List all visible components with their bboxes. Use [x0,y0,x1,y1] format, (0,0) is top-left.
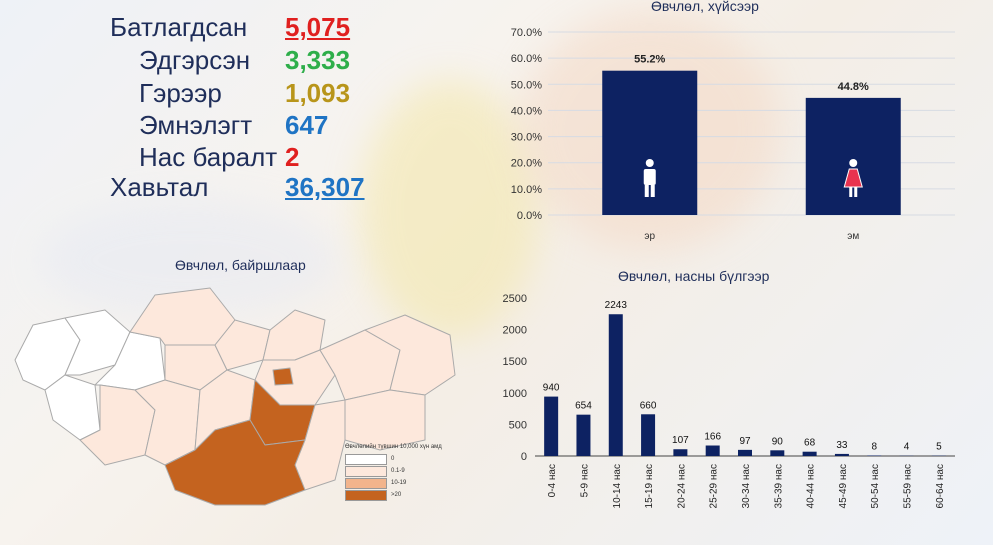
x-tick-label: 20-24 нас [676,464,687,508]
map-title: Өвчлөл, байршлаар [175,257,306,273]
bar [802,451,817,456]
map-legend-title: Өвчлөлийн түвшин 10,000 хүн амд [345,444,442,450]
data-label: 97 [739,436,751,447]
data-label: 107 [672,435,689,446]
y-tick-label: 60.0% [511,53,542,65]
data-label: 5 [936,442,942,453]
x-tick-label: 35-39 нас [773,464,784,508]
deaths-label: Нас баралт [139,142,278,172]
map-legend-item: 0.1-9 [345,465,465,477]
x-tick-label: 45-49 нас [838,464,849,508]
data-label: 90 [772,436,784,447]
data-label: 8 [871,441,877,452]
data-label: 68 [804,438,816,449]
age-chart: 0 500 1000 1500 2000 2500 940 0-4 нас 654 5-9 нас… [503,293,955,508]
x-tick-label: 0-4 нас [547,464,558,497]
y-tick-label: 20.0% [511,158,542,170]
y-tick-label: 500 [509,419,527,431]
x-tick-label: 55-59 нас [903,464,914,508]
y-tick-label: 1000 [503,388,527,400]
data-label: 654 [575,401,592,412]
data-label: 2243 [605,300,628,311]
male-icon [643,159,656,197]
vaccinated-label: Хавьтал [110,172,209,202]
map-region-dornod [364,314,456,396]
bar [834,453,849,456]
x-tick-label: 25-29 нас [709,464,720,508]
bar [770,450,785,456]
map-region-khovd [44,374,101,441]
bar [602,70,698,215]
map-legend: Өвчлөлийн түвшин 10,000 хүн амд 0 0.1-9 … [345,444,465,501]
bar [544,396,559,456]
confirmed-label: Батлагдсан [110,12,248,42]
hospital-value: 647 [285,110,329,140]
y-tick-label: 50.0% [511,79,542,91]
data-label: 33 [836,440,848,451]
y-tick-label: 10.0% [511,184,542,196]
map-legend-item: >20 [345,489,465,501]
female-icon [843,159,863,197]
confirmed-value: 5,075 [285,12,351,42]
bar [641,414,656,456]
bar [867,455,882,456]
background-blob [360,80,540,340]
x-tick-label: 40-44 нас [806,464,817,508]
data-label: 55.2% [634,54,665,66]
x-tick-label: эр [644,231,655,242]
y-tick-label: 1500 [503,356,527,368]
data-label: 660 [640,400,657,411]
y-tick-label: 2000 [503,325,527,337]
deaths-value: 2 [285,142,300,172]
map-region-ulaanbaatar [272,367,294,386]
bar [738,449,752,456]
vaccinated-value: 36,307 [285,172,365,202]
y-tick-label: 70.0% [511,27,542,39]
y-tick-label: 2500 [503,293,527,305]
map-region-sukhbaatar [344,389,426,451]
recovered-label: Эдгэрсэн [139,45,251,75]
data-label: 4 [904,442,910,453]
bar [805,97,901,215]
bar [705,445,720,456]
x-tick-label: 5-9 нас [579,464,590,497]
x-tick-label: 60-64 нас [935,464,946,508]
gender-chart: 0.0% 10.0% 20.0% 30.0% 40.0% 50.0% 60.0% 70.0% 5… [511,27,955,242]
y-tick-label: 30.0% [511,132,542,144]
map-legend-item: 0 [345,453,465,465]
data-label: 940 [543,383,560,394]
mongolia-map [14,287,456,506]
data-label: 44.8% [838,81,869,93]
home-label: Гэрээр [139,78,222,108]
data-label: 166 [704,432,721,443]
hospital-label: Эмнэлэгт [139,110,253,140]
recovered-value: 3,333 [285,45,351,75]
x-tick-label: 30-34 нас [741,464,752,508]
x-tick-label: 50-54 нас [870,464,881,508]
map-legend-item: 10-19 [345,477,465,489]
y-tick-label: 0 [521,451,527,463]
map-region-umnugovi [164,419,306,506]
y-tick-label: 0.0% [517,210,542,222]
bar [673,449,688,456]
home-value: 1,093 [285,78,351,108]
bar [608,314,623,456]
x-tick-label: эм [847,231,859,242]
y-tick-label: 40.0% [511,105,542,117]
map-region-uvs [64,309,131,376]
x-tick-label: 15-19 нас [644,464,655,508]
gender-chart-title: Өвчлөл, хүйсээр [651,0,759,14]
x-tick-label: 10-14 нас [612,464,623,508]
age-chart-title: Өвчлөл, насны бүлгээр [618,268,770,284]
stats-panel: Батлагдсан 5,075 Эдгэрсэн 3,333 Гэрээр 1… [0,0,420,210]
bar [576,414,591,456]
